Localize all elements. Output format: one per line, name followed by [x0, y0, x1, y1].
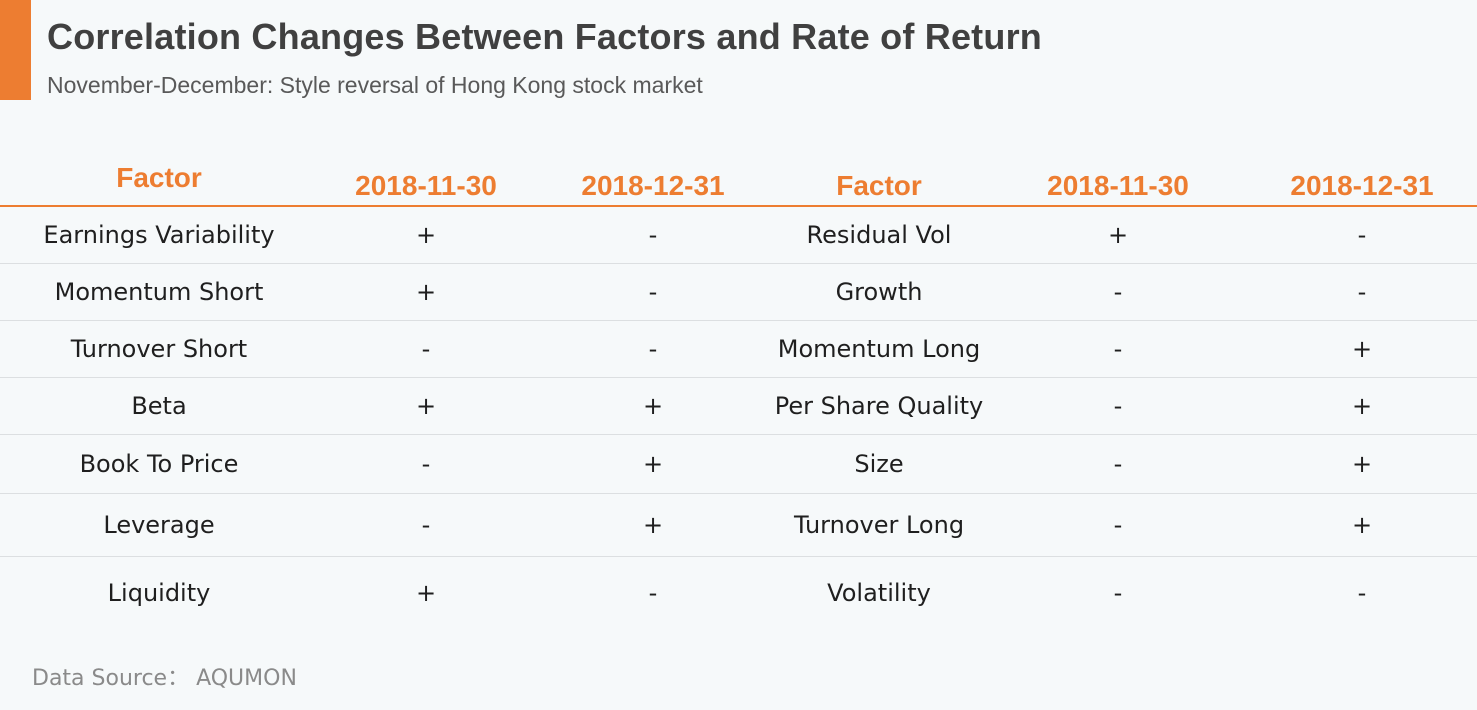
table-header-row: Factor 2018-11-30 2018-12-31 Factor 2018… [0, 150, 1477, 207]
cell-value-dec: - [648, 335, 658, 363]
cell-factor-name-right: Residual Vol [806, 221, 952, 249]
cell-factor-name-right: Volatility [827, 579, 931, 607]
column-header-factor-right: Factor [836, 170, 922, 201]
cell-value-nov-right: - [1113, 511, 1123, 539]
cell-value-dec: - [648, 278, 658, 306]
cell-factor-name-right: Turnover Long [793, 511, 965, 539]
cell-value-nov: - [421, 335, 431, 363]
cell-value-nov: + [415, 278, 437, 306]
cell-factor-name: Earnings Variability [43, 221, 275, 249]
table-row: Beta + + Per Share Quality - + [0, 378, 1477, 435]
cell-factor-name-right: Size [854, 450, 904, 478]
cell-value-nov: - [421, 511, 431, 539]
table-body: Earnings Variability + - Residual Vol + - Mome… [0, 207, 1477, 629]
column-header-date-nov-right: 2018-11-30 [1047, 170, 1189, 201]
cell-value-dec-right: + [1351, 450, 1373, 478]
cell-factor-name: Beta [131, 392, 187, 420]
cell-value-nov-right: - [1113, 579, 1123, 607]
table-row: Earnings Variability + - Residual Vol + - [0, 207, 1477, 264]
cell-value-dec: + [642, 392, 664, 420]
cell-value-nov: + [415, 221, 437, 249]
cell-value-nov-right: + [1107, 221, 1129, 249]
data-source-note: Data Source： AQUMON [32, 666, 297, 691]
table-row: Liquidity + - Volatility - - [0, 557, 1477, 629]
cell-factor-name: Book To Price [79, 450, 239, 478]
cell-factor-name-right: Growth [835, 278, 923, 306]
column-header-date-dec: 2018-12-31 [581, 170, 725, 201]
cell-factor-name: Momentum Short [54, 278, 264, 306]
cell-value-nov-right: - [1113, 335, 1123, 363]
cell-value-dec-right: + [1351, 335, 1373, 363]
table-row: Momentum Short + - Growth - - [0, 264, 1477, 321]
column-header-factor: Factor [116, 162, 202, 193]
cell-value-dec-right: + [1351, 392, 1373, 420]
page-title: Correlation Changes Between Factors and … [47, 16, 1042, 57]
cell-factor-name: Turnover Short [70, 335, 248, 363]
cell-value-nov: + [415, 579, 437, 607]
cell-value-nov-right: - [1113, 392, 1123, 420]
factor-correlation-table: Factor 2018-11-30 2018-12-31 Factor 2018… [0, 150, 1477, 629]
accent-bar [0, 0, 31, 100]
table-row: Leverage - + Turnover Long - + [0, 494, 1477, 557]
column-header-date-nov: 2018-11-30 [355, 170, 497, 201]
table-row: Turnover Short - - Momentum Long - + [0, 321, 1477, 378]
cell-value-nov-right: - [1113, 278, 1123, 306]
cell-factor-name: Liquidity [107, 579, 211, 607]
table-row: Book To Price - + Size - + [0, 435, 1477, 494]
cell-value-dec: - [648, 221, 658, 249]
cell-value-dec: - [648, 579, 658, 607]
cell-value-nov: - [421, 450, 431, 478]
page-subtitle: November-December: Style reversal of Hon… [47, 72, 703, 98]
cell-value-nov-right: - [1113, 450, 1123, 478]
cell-value-dec-right: - [1357, 579, 1367, 607]
cell-value-dec: + [642, 450, 664, 478]
cell-value-dec-right: - [1357, 278, 1367, 306]
cell-factor-name-right: Momentum Long [777, 335, 981, 363]
column-header-date-dec-right: 2018-12-31 [1290, 170, 1434, 201]
cell-value-dec-right: + [1351, 511, 1373, 539]
cell-value-dec-right: - [1357, 221, 1367, 249]
cell-factor-name-right: Per Share Quality [774, 392, 984, 420]
cell-value-dec: + [642, 511, 664, 539]
cell-value-nov: + [415, 392, 437, 420]
cell-factor-name: Leverage [103, 511, 215, 539]
